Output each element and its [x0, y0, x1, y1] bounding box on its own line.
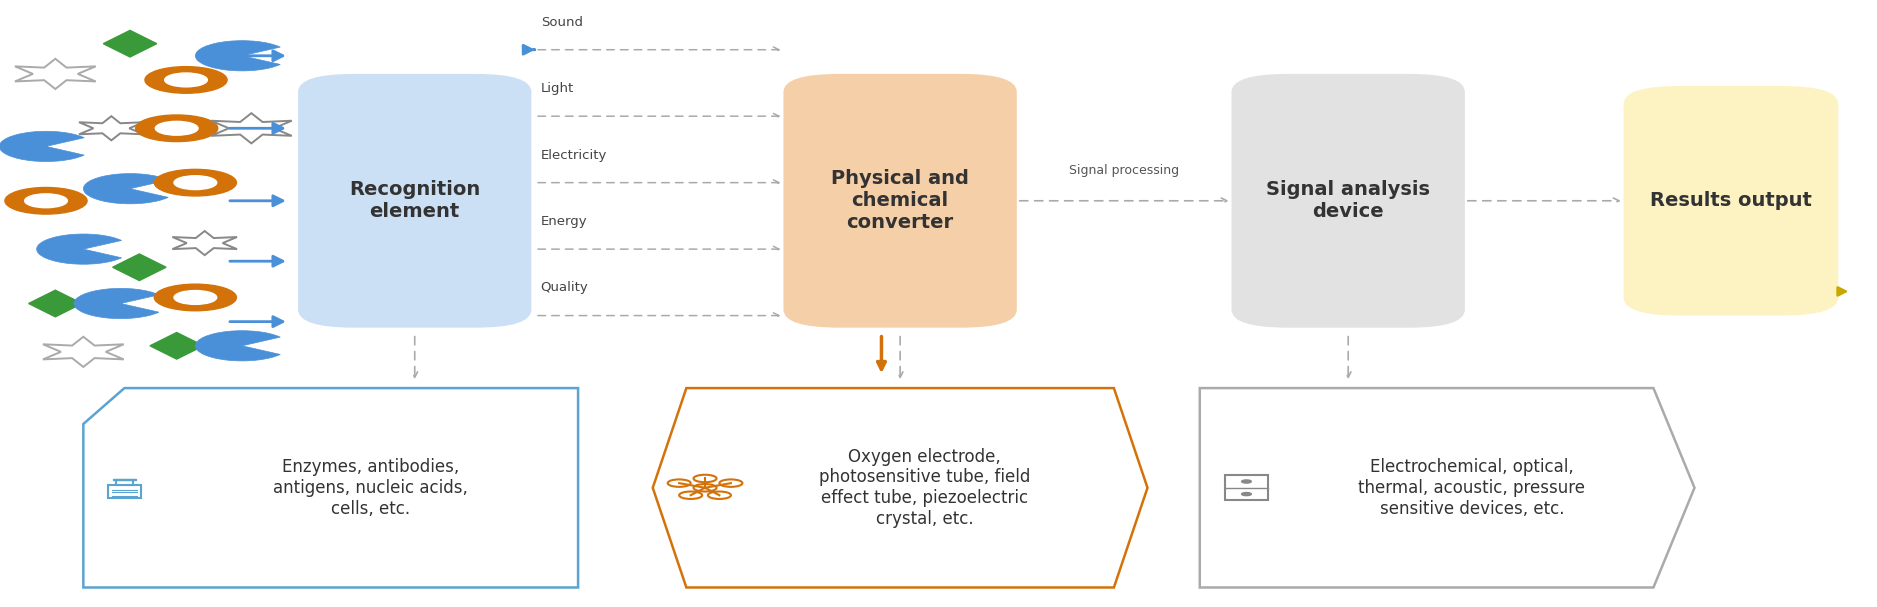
- Text: Sound: Sound: [541, 16, 582, 29]
- Circle shape: [145, 67, 227, 93]
- Polygon shape: [83, 388, 578, 588]
- Text: Quality: Quality: [541, 282, 589, 294]
- Circle shape: [165, 73, 206, 87]
- Bar: [113, 479, 135, 481]
- Circle shape: [24, 194, 68, 208]
- Text: Signal analysis
device: Signal analysis device: [1267, 180, 1430, 222]
- Circle shape: [693, 484, 717, 492]
- Text: Oxygen electrode,
photosensitive tube, field
effect tube, piezoelectric
crystal,: Oxygen electrode, photosensitive tube, f…: [818, 447, 1030, 528]
- Text: Signal processing: Signal processing: [1070, 164, 1179, 177]
- Text: Recognition
element: Recognition element: [349, 180, 481, 222]
- Text: Results output: Results output: [1650, 191, 1811, 210]
- Circle shape: [708, 492, 730, 499]
- Text: Light: Light: [541, 82, 574, 95]
- Text: Physical and
chemical
converter: Physical and chemical converter: [832, 169, 969, 232]
- Polygon shape: [103, 30, 156, 57]
- Circle shape: [668, 480, 691, 487]
- Wedge shape: [38, 234, 122, 264]
- Wedge shape: [195, 41, 280, 71]
- Wedge shape: [73, 288, 160, 319]
- Wedge shape: [83, 174, 169, 204]
- Polygon shape: [28, 290, 83, 317]
- Polygon shape: [173, 231, 237, 255]
- Text: Electrochemical, optical,
thermal, acoustic, pressure
sensitive devices, etc.: Electrochemical, optical, thermal, acous…: [1359, 458, 1586, 518]
- Bar: [116, 481, 133, 485]
- Circle shape: [693, 475, 717, 482]
- FancyBboxPatch shape: [298, 74, 531, 328]
- Polygon shape: [43, 337, 124, 367]
- Circle shape: [154, 284, 237, 311]
- Polygon shape: [79, 116, 145, 140]
- Polygon shape: [210, 113, 291, 143]
- Circle shape: [6, 188, 86, 214]
- Circle shape: [175, 291, 216, 304]
- Polygon shape: [113, 254, 165, 280]
- Circle shape: [154, 169, 237, 196]
- Circle shape: [1241, 492, 1252, 496]
- Circle shape: [135, 115, 218, 141]
- Text: Energy: Energy: [541, 215, 588, 228]
- Circle shape: [156, 121, 199, 135]
- Text: Electricity: Electricity: [541, 149, 606, 161]
- FancyBboxPatch shape: [1624, 86, 1838, 316]
- FancyBboxPatch shape: [1231, 74, 1464, 328]
- Polygon shape: [15, 59, 96, 89]
- Circle shape: [719, 480, 743, 487]
- Bar: [109, 485, 141, 498]
- Wedge shape: [195, 331, 280, 361]
- Circle shape: [679, 492, 702, 499]
- Wedge shape: [0, 131, 84, 161]
- Circle shape: [175, 176, 216, 189]
- Circle shape: [1241, 480, 1252, 483]
- Text: Enzymes, antibodies,
antigens, nucleic acids,
cells, etc.: Enzymes, antibodies, antigens, nucleic a…: [272, 458, 467, 518]
- Polygon shape: [653, 388, 1147, 588]
- Polygon shape: [1199, 388, 1695, 588]
- FancyBboxPatch shape: [783, 74, 1017, 328]
- Polygon shape: [150, 333, 203, 359]
- Bar: [1224, 475, 1269, 500]
